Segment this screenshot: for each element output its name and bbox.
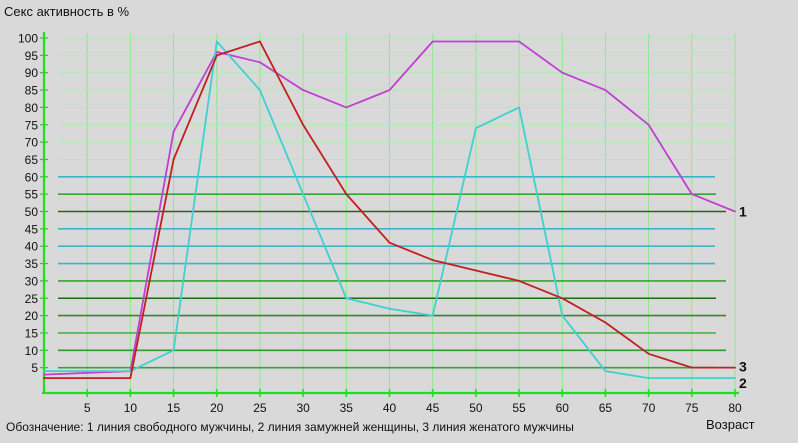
series-1-point-0 bbox=[43, 373, 45, 376]
series-label-3: 3 bbox=[739, 359, 747, 375]
series-1-point-60 bbox=[561, 71, 564, 74]
x-tick-label-15: 15 bbox=[167, 401, 181, 415]
series-1-point-40 bbox=[388, 89, 391, 91]
y-tick-label-15: 15 bbox=[25, 326, 39, 340]
series-2-point-0 bbox=[43, 370, 45, 373]
y-tick-label-85: 85 bbox=[25, 84, 39, 98]
series-label-2: 2 bbox=[739, 375, 747, 391]
series-3-point-10 bbox=[129, 377, 132, 379]
series-2-point-20 bbox=[215, 40, 218, 43]
y-tick-label-100: 100 bbox=[18, 32, 38, 46]
series-3-point-55 bbox=[518, 280, 520, 282]
x-tick-label-65: 65 bbox=[599, 401, 613, 415]
series-1-point-65 bbox=[604, 89, 607, 91]
series-2-point-50 bbox=[474, 127, 477, 130]
series-line-1 bbox=[43, 40, 736, 376]
horizontal-gridlines bbox=[40, 37, 735, 369]
series-2-point-75 bbox=[690, 377, 693, 379]
series-1-point-15 bbox=[172, 130, 175, 133]
series-1-point-70 bbox=[647, 123, 650, 126]
series-3-point-35 bbox=[345, 193, 348, 196]
x-tick-label-80: 80 bbox=[728, 401, 742, 415]
series-2-point-60 bbox=[561, 314, 564, 317]
y-tick-label-55: 55 bbox=[25, 188, 39, 202]
series-label-1: 1 bbox=[739, 204, 747, 220]
x-tick-label-45: 45 bbox=[426, 401, 440, 415]
series-2-point-70 bbox=[647, 377, 650, 379]
series-3-point-25 bbox=[259, 40, 261, 43]
series-1-point-30 bbox=[302, 89, 305, 91]
series-2-point-45 bbox=[431, 314, 434, 317]
series-1-point-50 bbox=[474, 40, 477, 43]
y-tick-label-50: 50 bbox=[25, 205, 39, 219]
legend-caption: Обозначение: 1 линия свободного мужчины,… bbox=[6, 420, 574, 434]
y-tick-label-10: 10 bbox=[25, 344, 39, 358]
series-3-point-20 bbox=[215, 54, 218, 57]
x-tick-labels: 5 10 15 20 25 30 35 40 45 50 55 60 65 70 75 80 bbox=[84, 389, 742, 415]
y-tick-label-95: 95 bbox=[25, 49, 39, 63]
y-tick-label-65: 65 bbox=[25, 153, 39, 167]
x-tick-label-50: 50 bbox=[469, 401, 483, 415]
series-1-point-25 bbox=[259, 61, 261, 64]
chart-title: Секс активность в % bbox=[4, 4, 130, 19]
x-tick-label-55: 55 bbox=[512, 401, 526, 415]
series-1-point-75 bbox=[690, 193, 693, 196]
series-2-point-30 bbox=[302, 193, 305, 196]
series-3-point-80 bbox=[734, 366, 736, 369]
x-tick-label-40: 40 bbox=[383, 401, 397, 415]
series-3-point-15 bbox=[172, 158, 175, 161]
series-2-point-40 bbox=[388, 307, 391, 310]
x-tick-label-5: 5 bbox=[84, 401, 91, 415]
x-tick-label-10: 10 bbox=[124, 401, 138, 415]
y-tick-label-20: 20 bbox=[25, 309, 39, 323]
y-tick-label-40: 40 bbox=[25, 240, 39, 254]
series-3-point-45 bbox=[431, 259, 434, 261]
series-3-point-75 bbox=[690, 366, 693, 369]
y-tick-label-75: 75 bbox=[25, 118, 39, 132]
series-1-point-80 bbox=[734, 210, 736, 213]
x-tick-label-70: 70 bbox=[642, 401, 656, 415]
series-2-point-65 bbox=[604, 370, 607, 373]
x-tick-label-75: 75 bbox=[685, 401, 699, 415]
y-tick-label-5: 5 bbox=[31, 361, 38, 375]
x-tick-label-30: 30 bbox=[296, 401, 310, 415]
vertical-gridlines bbox=[86, 34, 736, 397]
axes bbox=[42, 32, 739, 395]
series-lines bbox=[43, 40, 736, 380]
y-tick-label-30: 30 bbox=[25, 274, 39, 288]
x-tick-label-35: 35 bbox=[340, 401, 354, 415]
series-3-point-60 bbox=[561, 297, 564, 300]
series-3-point-50 bbox=[474, 269, 477, 272]
series-3-point-70 bbox=[647, 352, 650, 355]
y-tick-label-70: 70 bbox=[25, 136, 39, 150]
x-axis-label: Возраст bbox=[706, 417, 755, 432]
series-2-point-35 bbox=[345, 297, 348, 300]
series-2-point-55 bbox=[518, 106, 520, 109]
y-tick-labels: 5 10 15 20 25 30 35 40 45 50 55 60 65 70 75 80 85 90 95 100 bbox=[18, 32, 38, 376]
series-2-point-15 bbox=[172, 349, 175, 352]
series-2-point-25 bbox=[259, 89, 261, 91]
series-1-point-35 bbox=[345, 106, 348, 109]
series-3-point-30 bbox=[302, 123, 305, 126]
series-3-point-0 bbox=[43, 377, 45, 379]
series-end-labels: 1 23 bbox=[739, 204, 747, 392]
y-tick-label-90: 90 bbox=[25, 66, 39, 80]
series-3-point-40 bbox=[388, 241, 391, 244]
series-2-point-80 bbox=[734, 377, 736, 379]
y-tick-label-35: 35 bbox=[25, 257, 39, 271]
y-tick-label-60: 60 bbox=[25, 170, 39, 184]
series-line-2 bbox=[44, 40, 735, 380]
y-tick-label-45: 45 bbox=[25, 222, 39, 236]
x-tick-label-25: 25 bbox=[253, 401, 267, 415]
series-1-point-45 bbox=[431, 40, 434, 43]
series-1-point-55 bbox=[518, 40, 520, 43]
x-tick-label-20: 20 bbox=[210, 401, 224, 415]
series-3-point-65 bbox=[604, 321, 607, 324]
y-tick-label-80: 80 bbox=[25, 101, 39, 115]
series-line-3 bbox=[44, 40, 735, 380]
x-tick-label-60: 60 bbox=[556, 401, 570, 415]
y-tick-label-25: 25 bbox=[25, 292, 39, 306]
